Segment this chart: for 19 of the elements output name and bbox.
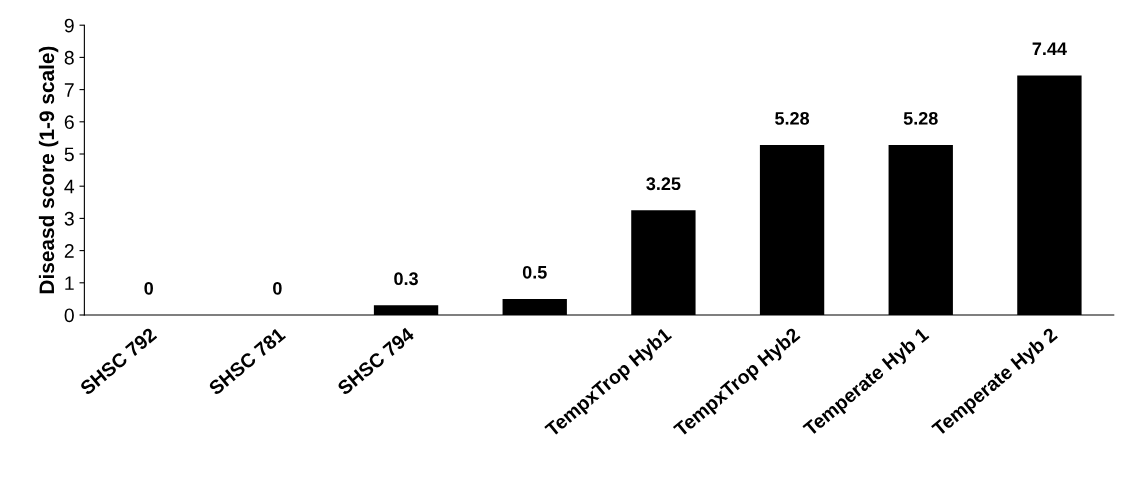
y-tick-label: 4 <box>64 179 75 194</box>
y-tick-label: 0 <box>64 308 74 323</box>
data-label: 0 <box>273 281 282 295</box>
data-label: 7.44 <box>1032 42 1067 56</box>
y-tick-label: 9 <box>64 18 74 33</box>
data-label: 0.3 <box>394 272 418 286</box>
y-axis-title: Diseasd score (1-9 scale) <box>38 46 59 294</box>
y-tick-label: 2 <box>64 244 74 258</box>
y-tick-label: 8 <box>64 50 74 65</box>
y-tick-label: 1 <box>65 276 74 290</box>
data-label: 0.5 <box>522 265 547 279</box>
data-label: 3.25 <box>646 177 681 191</box>
y-tick-label: 5 <box>64 147 74 162</box>
y-tick-label: 3 <box>64 211 74 226</box>
data-label: 5.28 <box>903 111 938 125</box>
y-tick-label: 6 <box>64 115 74 130</box>
data-label: 0 <box>144 281 153 295</box>
data-label: 5.28 <box>775 111 810 125</box>
y-tick-label: 7 <box>64 83 74 97</box>
